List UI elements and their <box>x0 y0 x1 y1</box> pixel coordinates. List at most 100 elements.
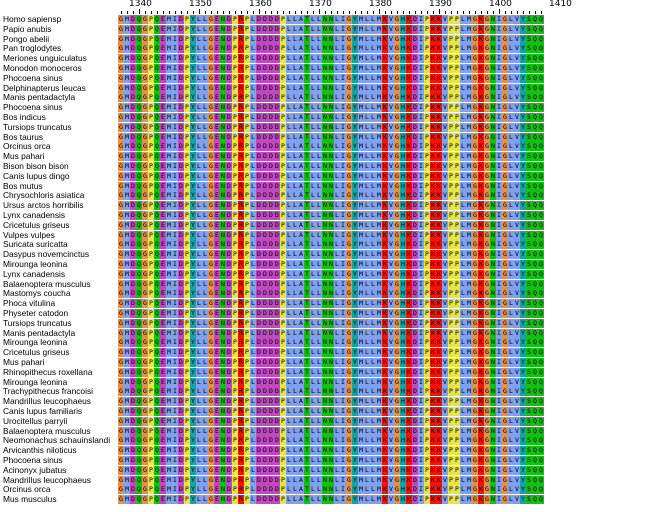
residue-cell: P <box>148 15 154 24</box>
residue-cell: L <box>202 44 208 54</box>
ruler-tick <box>529 11 530 14</box>
residue-cell: L <box>316 44 322 54</box>
residue-cell: D <box>130 54 136 64</box>
ruler-tick <box>361 11 362 14</box>
ruler-label: 1400 <box>489 0 512 9</box>
ruler-label: 1370 <box>309 0 332 9</box>
residue-cell: T <box>304 54 310 64</box>
residue-cell: P <box>148 34 154 44</box>
ruler-tick <box>163 11 164 14</box>
residue-cell: H <box>400 24 406 34</box>
residue-cell: M <box>166 44 172 54</box>
residue-cell: Q <box>532 44 538 54</box>
residue-cell: Q <box>136 15 142 24</box>
residue-cell: L <box>508 44 514 54</box>
residue-cell: E <box>214 54 220 64</box>
ruler-tick <box>211 11 212 14</box>
residue-cell: Q <box>538 407 544 416</box>
residue-cell: L <box>196 24 202 34</box>
residue-cell: K <box>382 34 388 44</box>
residue-cell: Q <box>538 269 544 279</box>
residue-cell: V <box>388 24 394 34</box>
residue-cell: Q <box>538 152 544 162</box>
residue-cell: G <box>472 54 478 64</box>
species-name: Balaenoptera musculus <box>3 279 91 289</box>
residue-cell: G <box>118 44 124 54</box>
residue-cell: P <box>454 54 460 64</box>
residue-cell: P <box>424 15 430 24</box>
ruler-tick <box>535 11 536 14</box>
residue-cell: S <box>526 15 532 24</box>
residue-cell: N <box>220 24 226 34</box>
species-name: Tursiops truncatus <box>3 122 72 132</box>
residue-cell: V <box>442 44 448 54</box>
residue-cell: P <box>244 24 250 34</box>
species-name: Bos indicus <box>3 113 46 122</box>
residue-cell: D <box>412 34 418 44</box>
ruler-tick <box>175 11 176 14</box>
residue-cell: L <box>286 15 292 24</box>
residue-cell: P <box>448 34 454 44</box>
ruler-tick <box>301 11 302 14</box>
residue-cell: N <box>490 34 496 44</box>
residue-cell: Q <box>538 211 544 220</box>
residue-cell: Y <box>352 54 358 64</box>
residue-cell: D <box>262 34 268 44</box>
ruler-tick <box>505 11 506 14</box>
residue-cell: D <box>226 54 232 64</box>
residue-cell: P <box>454 34 460 44</box>
residue-cell: G <box>142 44 148 54</box>
residue-cell: E <box>160 54 166 64</box>
ruler-tick <box>463 11 464 14</box>
species-name: Physeter catodon <box>3 309 68 318</box>
residue-cell: K <box>430 44 436 54</box>
residue-cell: L <box>292 34 298 44</box>
residue-cell: Q <box>538 299 544 309</box>
position-ruler: 1340 1350 1360 1370 1380 1390 1400 1410 <box>0 0 667 14</box>
residue-cell: Y <box>190 15 196 24</box>
residue-cell: Q <box>538 191 544 201</box>
residue-cell: P <box>184 24 190 34</box>
residue-cell: M <box>166 54 172 64</box>
residue-cell: L <box>310 54 316 64</box>
residue-cell: D <box>412 24 418 34</box>
residue-cell: D <box>274 44 280 54</box>
residue-cell: L <box>460 54 466 64</box>
residue-cell: R <box>238 34 244 44</box>
residue-cell: N <box>328 54 334 64</box>
residue-cell: K <box>436 24 442 34</box>
species-name: Balaenoptera musculus <box>3 426 91 436</box>
residue-cell: E <box>214 15 220 24</box>
residue-cell: K <box>406 34 412 44</box>
residue-cell: L <box>370 15 376 24</box>
species-name: Chrysochloris asiatica <box>3 191 84 200</box>
residue-cell: P <box>448 54 454 64</box>
residue-cell: L <box>370 44 376 54</box>
residue-cell: L <box>250 34 256 44</box>
ruler-tick <box>373 11 374 14</box>
residue-cell: Q <box>136 24 142 34</box>
residue-cell: Q <box>538 93 544 103</box>
residue-cell: Y <box>520 34 526 44</box>
residue-cell: Q <box>538 495 544 505</box>
residue-cell: M <box>376 54 382 64</box>
residue-cell: G <box>208 54 214 64</box>
residue-cell: P <box>280 15 286 24</box>
residue-cell: K <box>430 54 436 64</box>
ruler-tick <box>325 11 326 14</box>
species-name: Meriones unguiculatus <box>3 54 87 63</box>
species-name: Orcinus orca <box>3 142 50 151</box>
ruler-tick <box>349 11 350 14</box>
residue-cell: Q <box>538 416 544 426</box>
ruler-label: 1380 <box>369 0 392 9</box>
residue-cell: H <box>400 15 406 24</box>
residue-cell: L <box>196 34 202 44</box>
